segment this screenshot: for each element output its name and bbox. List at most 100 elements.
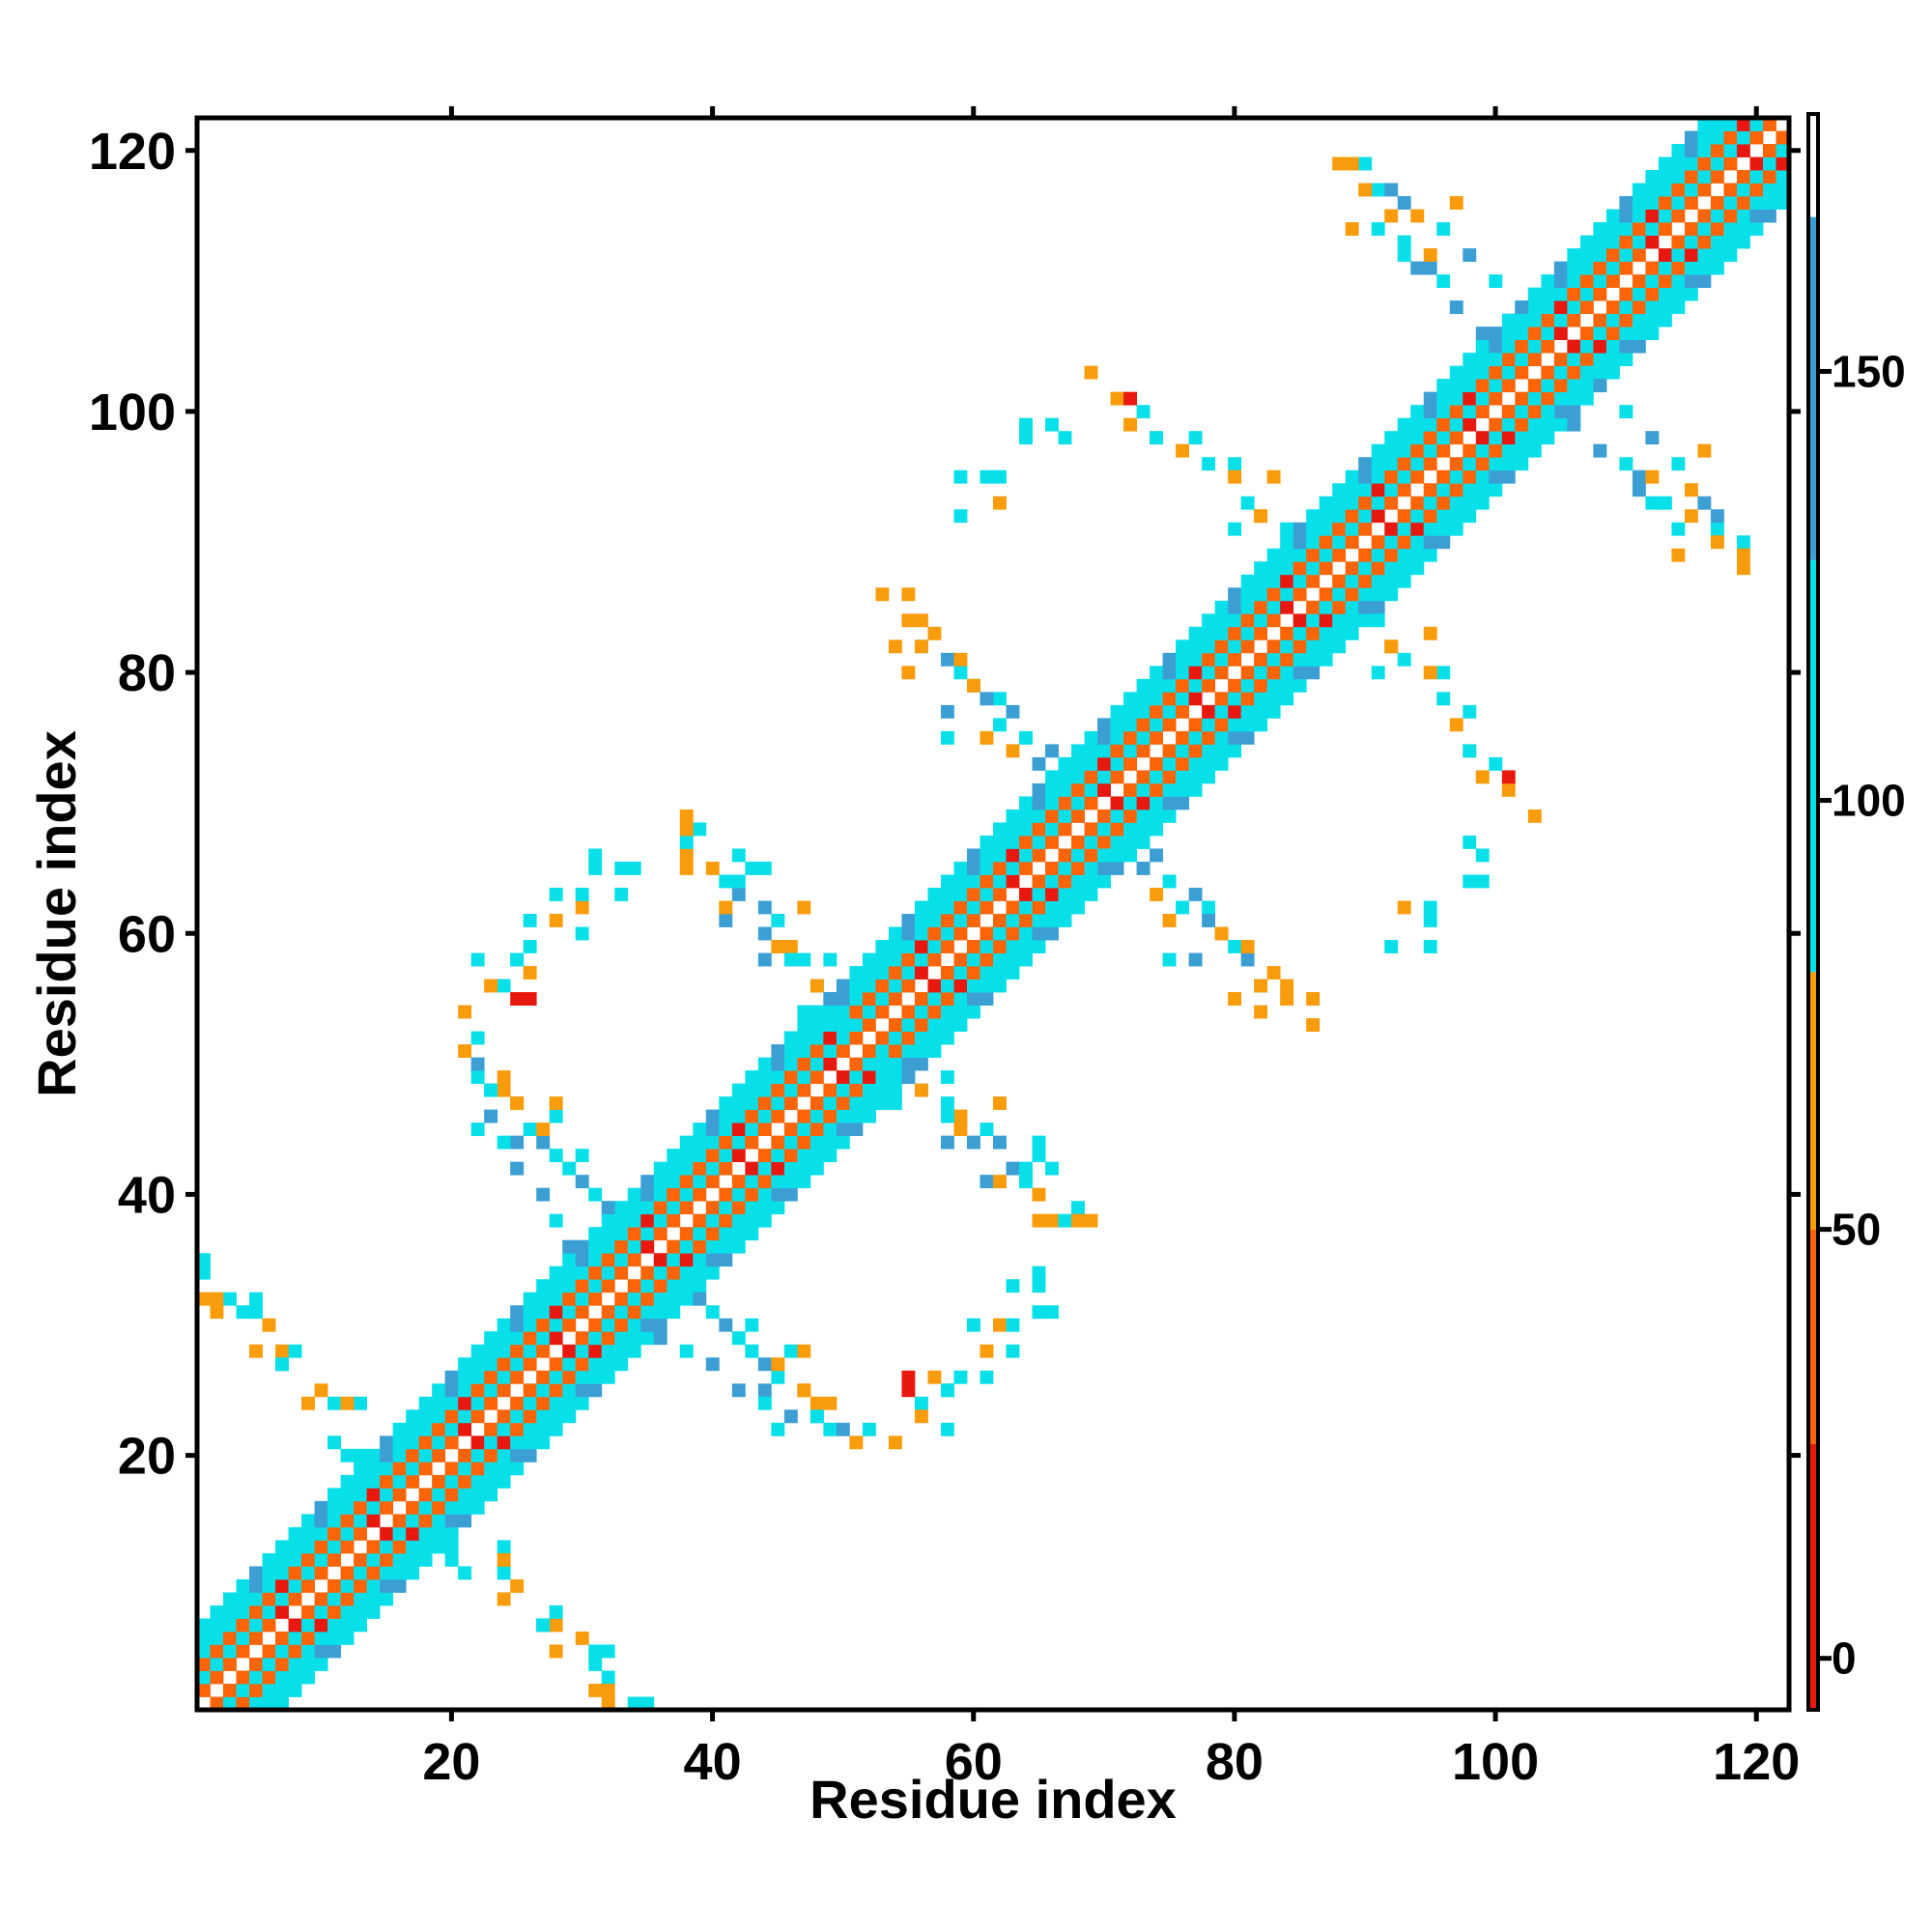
heatmap-cell [1645,496,1660,510]
heatmap-cell [262,1657,276,1671]
heatmap-cell [588,1279,603,1293]
heatmap-cell [1358,156,1373,171]
heatmap-cell [1671,209,1686,223]
heatmap-cell [1280,979,1294,993]
heatmap-cell [1058,756,1072,771]
heatmap-cell [875,992,890,1006]
heatmap-cell [823,1109,838,1123]
heatmap-cell [1463,353,1477,367]
heatmap-cell [510,1331,525,1346]
heatmap-cell [731,1109,746,1123]
heatmap-cell [1697,144,1712,157]
heatmap-cell [601,1201,615,1215]
heatmap-cell [1319,561,1333,576]
heatmap-cell [1332,600,1347,614]
heatmap-cell [1423,457,1437,471]
heatmap-cell [510,1578,525,1593]
heatmap-cell [693,822,707,837]
heatmap-cell [1723,144,1738,157]
heatmap-cell [1293,548,1307,562]
heatmap-cell [693,1239,707,1254]
heatmap-cell [771,1161,785,1176]
heatmap-cell [888,926,902,941]
heatmap-cell [757,1201,772,1215]
heatmap-cell [1397,548,1411,562]
heatmap-cell [1605,248,1620,262]
heatmap-cell [771,1135,785,1150]
heatmap-cell [1345,587,1359,602]
heatmap-cell [444,1422,459,1436]
heatmap-cell [1567,405,1581,419]
y-tick-label: 40 [118,1166,176,1224]
heatmap-cell [1240,730,1255,745]
heatmap-cell [901,1383,916,1398]
heatmap-cell [653,1175,668,1189]
heatmap-cell [1032,940,1046,953]
heatmap-cell [966,966,980,980]
heatmap-cell [288,1552,302,1567]
heatmap-cell [810,1109,824,1123]
heatmap-cell [693,1253,707,1267]
heatmap-cell [1188,666,1203,680]
heatmap-cell [653,1227,668,1241]
heatmap-cell [1019,417,1033,432]
heatmap-cell [1489,431,1503,445]
heatmap-cell [966,914,980,927]
heatmap-cell [275,1670,289,1685]
heatmap-cell [1579,339,1594,354]
heatmap-cell [914,1396,928,1410]
heatmap-cell [1110,848,1124,863]
heatmap-cell [1423,483,1437,497]
heatmap-cell [392,1578,407,1593]
heatmap-cell [980,1370,994,1384]
heatmap-cell [823,1149,838,1163]
heatmap-cell [223,1644,237,1659]
heatmap-cell [888,1070,902,1085]
heatmap-cell [1645,196,1660,210]
heatmap-cell [210,1618,224,1633]
heatmap-cell [836,992,850,1006]
heatmap-cell [757,900,772,915]
heatmap-cell [1645,327,1660,341]
heatmap-cell [418,1409,433,1424]
heatmap-cell [1749,130,1764,145]
heatmap-cell [497,1435,511,1450]
heatmap-cell [549,1357,563,1372]
heatmap-cell [810,1396,824,1410]
heatmap-cell [314,1383,328,1398]
heatmap-cell [1202,457,1216,471]
heatmap-cell [927,992,942,1006]
heatmap-cell [1567,391,1581,406]
heatmap-cell [1436,666,1451,680]
heatmap-cell [1071,744,1085,758]
heatmap-cell [1019,796,1033,810]
heatmap-cell [1449,417,1463,432]
heatmap-cell [1006,952,1020,967]
heatmap-cell [771,1175,785,1189]
heatmap-cell [1202,900,1216,915]
heatmap-cell [1632,235,1646,249]
heatmap-cell [953,509,968,524]
heatmap-cell [1645,469,1660,484]
heatmap-cell [1463,443,1477,458]
heatmap-cell [1423,417,1437,432]
heatmap-cell [679,1187,694,1202]
heatmap-cell [1776,183,1790,197]
heatmap-cell [810,1409,824,1424]
heatmap-cell [705,1135,720,1150]
heatmap-cell [327,1631,341,1645]
heatmap-cell [1515,327,1529,341]
heatmap-cell [1723,183,1738,197]
heatmap-cell [1084,887,1098,901]
heatmap-cell [1567,365,1581,380]
heatmap-cell [1071,900,1085,915]
heatmap-cell [1749,209,1764,223]
heatmap-cell [1671,300,1686,315]
heatmap-cell [1019,822,1033,837]
heatmap-cell [719,1253,733,1267]
heatmap-cell [1371,483,1385,497]
heatmap-cell [275,1592,289,1606]
heatmap-cell [236,1592,250,1606]
heatmap-cell [444,1435,459,1450]
heatmap-cell [444,1526,459,1541]
